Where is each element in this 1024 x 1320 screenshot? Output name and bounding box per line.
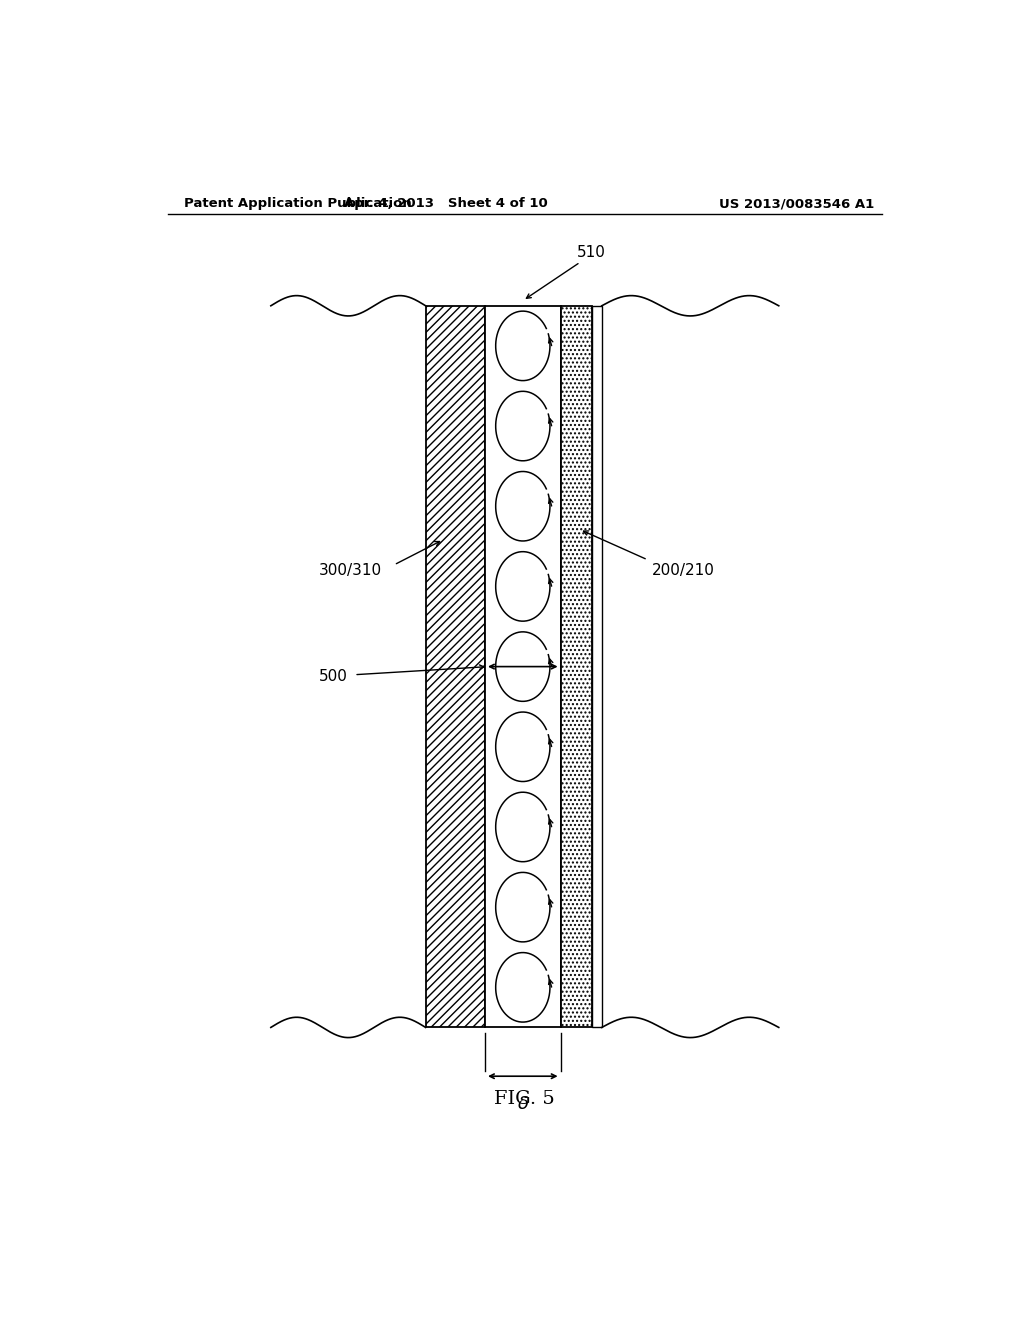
Text: FIG. 5: FIG. 5 bbox=[495, 1089, 555, 1107]
Bar bbox=[560, 306, 592, 1027]
Bar bbox=[485, 306, 560, 1027]
Text: 200/210: 200/210 bbox=[652, 562, 715, 578]
Text: 300/310: 300/310 bbox=[318, 562, 382, 578]
Text: 510: 510 bbox=[577, 246, 605, 260]
Text: 500: 500 bbox=[318, 669, 347, 684]
Text: Apr. 4, 2013   Sheet 4 of 10: Apr. 4, 2013 Sheet 4 of 10 bbox=[344, 197, 547, 210]
Text: Patent Application Publication: Patent Application Publication bbox=[183, 197, 412, 210]
Text: δ: δ bbox=[517, 1094, 528, 1113]
Text: US 2013/0083546 A1: US 2013/0083546 A1 bbox=[719, 197, 873, 210]
Bar bbox=[426, 306, 485, 1027]
Bar bbox=[592, 306, 602, 1027]
